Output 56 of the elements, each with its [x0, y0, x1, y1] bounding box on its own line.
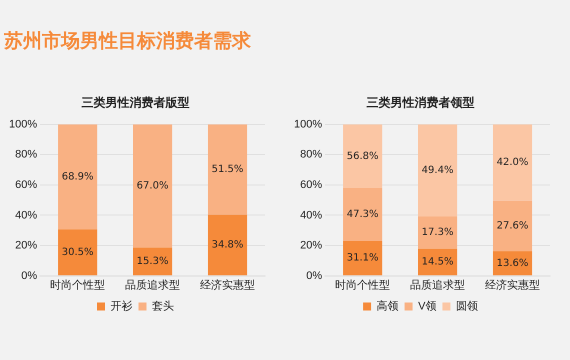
bar [343, 188, 382, 241]
annotation: 17.3% [422, 227, 454, 238]
bar [208, 124, 248, 215]
bar [58, 229, 98, 276]
x-tick-label: 时尚个性型 [335, 278, 390, 292]
text: 苏州市场男性目标消费者需求 [4, 29, 251, 54]
bar [58, 124, 98, 230]
bar [133, 248, 172, 276]
y-tick-label: 80% [15, 148, 38, 161]
x-tick-label: 经济实惠型 [485, 278, 540, 292]
annotation: 68.9% [62, 171, 94, 182]
bar [418, 248, 458, 276]
y-tick-label: 20% [300, 240, 322, 252]
legend-label: 开衫 [110, 300, 132, 313]
annotation: 47.3% [346, 209, 378, 220]
bar [492, 251, 532, 276]
y-tick-label: 60% [300, 178, 322, 191]
bar [208, 214, 248, 276]
y-tick-label: 0% [21, 270, 38, 282]
annotation: 15.3% [136, 256, 168, 268]
bar [343, 240, 382, 276]
annotation: 31.1% [346, 252, 378, 264]
bar [343, 124, 382, 188]
annotation: 67.0% [136, 180, 168, 192]
y-tick-label: 40% [300, 209, 322, 222]
y-tick-label: 40% [15, 209, 38, 222]
bar [492, 124, 532, 201]
y-tick-label: 80% [300, 148, 322, 161]
bar [133, 124, 172, 248]
annotation: 51.5% [212, 164, 244, 176]
y-tick-label: 0% [306, 270, 322, 282]
y-tick-label: 60% [15, 178, 38, 191]
annotation: 27.6% [496, 220, 528, 232]
annotation: 42.0% [496, 157, 528, 168]
x-tick-label: 品质追求型 [410, 278, 466, 292]
x-tick-label: 经济实惠型 [200, 278, 256, 292]
y-tick-label: 100% [294, 118, 322, 130]
annotation: 56.8% [346, 150, 378, 162]
legend-label: 高领 [376, 300, 399, 313]
annotation: 49.4% [422, 165, 454, 176]
legend-label: 套头 [152, 300, 174, 313]
bar [418, 216, 458, 249]
y-tick-label: 100% [8, 118, 38, 130]
chart-title: 三类男性消费者版型 [82, 96, 190, 110]
annotation: 13.6% [496, 258, 528, 269]
annotation: 34.8% [212, 240, 244, 251]
x-tick-label: 时尚个性型 [50, 278, 106, 292]
legend-label: 圆领 [456, 300, 478, 313]
bar [418, 124, 458, 216]
x-tick-label: 品质追求型 [125, 278, 180, 292]
annotation: 14.5% [422, 256, 454, 268]
bar [492, 200, 532, 252]
annotation: 30.5% [62, 246, 94, 258]
y-tick-label: 20% [15, 240, 38, 252]
legend-label: V领 [418, 300, 436, 313]
chart-title: 三类男性消费者领型 [366, 96, 474, 110]
